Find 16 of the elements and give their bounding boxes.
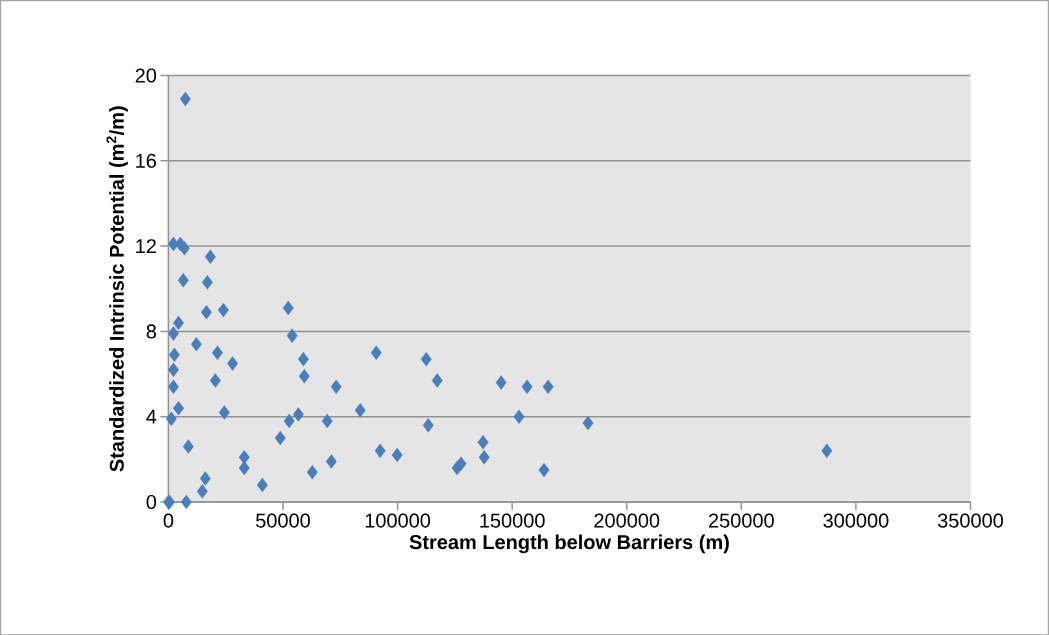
y-tick-label: 4 <box>146 409 157 424</box>
y-axis-title: Standardized Intrinsic Potential (m$^{2}$/m) <box>106 106 128 472</box>
x-tick-label: 250000 <box>709 513 774 528</box>
x-tick-label: 150000 <box>480 513 545 528</box>
y-tick-label: 8 <box>146 324 157 339</box>
x-tick-label: 200000 <box>594 513 660 528</box>
y-tick-label: 16 <box>136 153 157 168</box>
x-axis-title: Stream Length below Barriers (m) <box>409 534 729 554</box>
y-tick-label: 20 <box>135 68 157 83</box>
x-tick-label: 300000 <box>823 513 889 528</box>
x-tick-label: 100000 <box>365 513 431 528</box>
x-tick-label: 50000 <box>256 513 310 528</box>
y-tick-label: 12 <box>136 238 156 253</box>
y-tick-label: 0 <box>146 494 157 509</box>
x-tick-label: 350000 <box>937 513 1004 528</box>
x-tick-label: 0 <box>163 513 174 528</box>
